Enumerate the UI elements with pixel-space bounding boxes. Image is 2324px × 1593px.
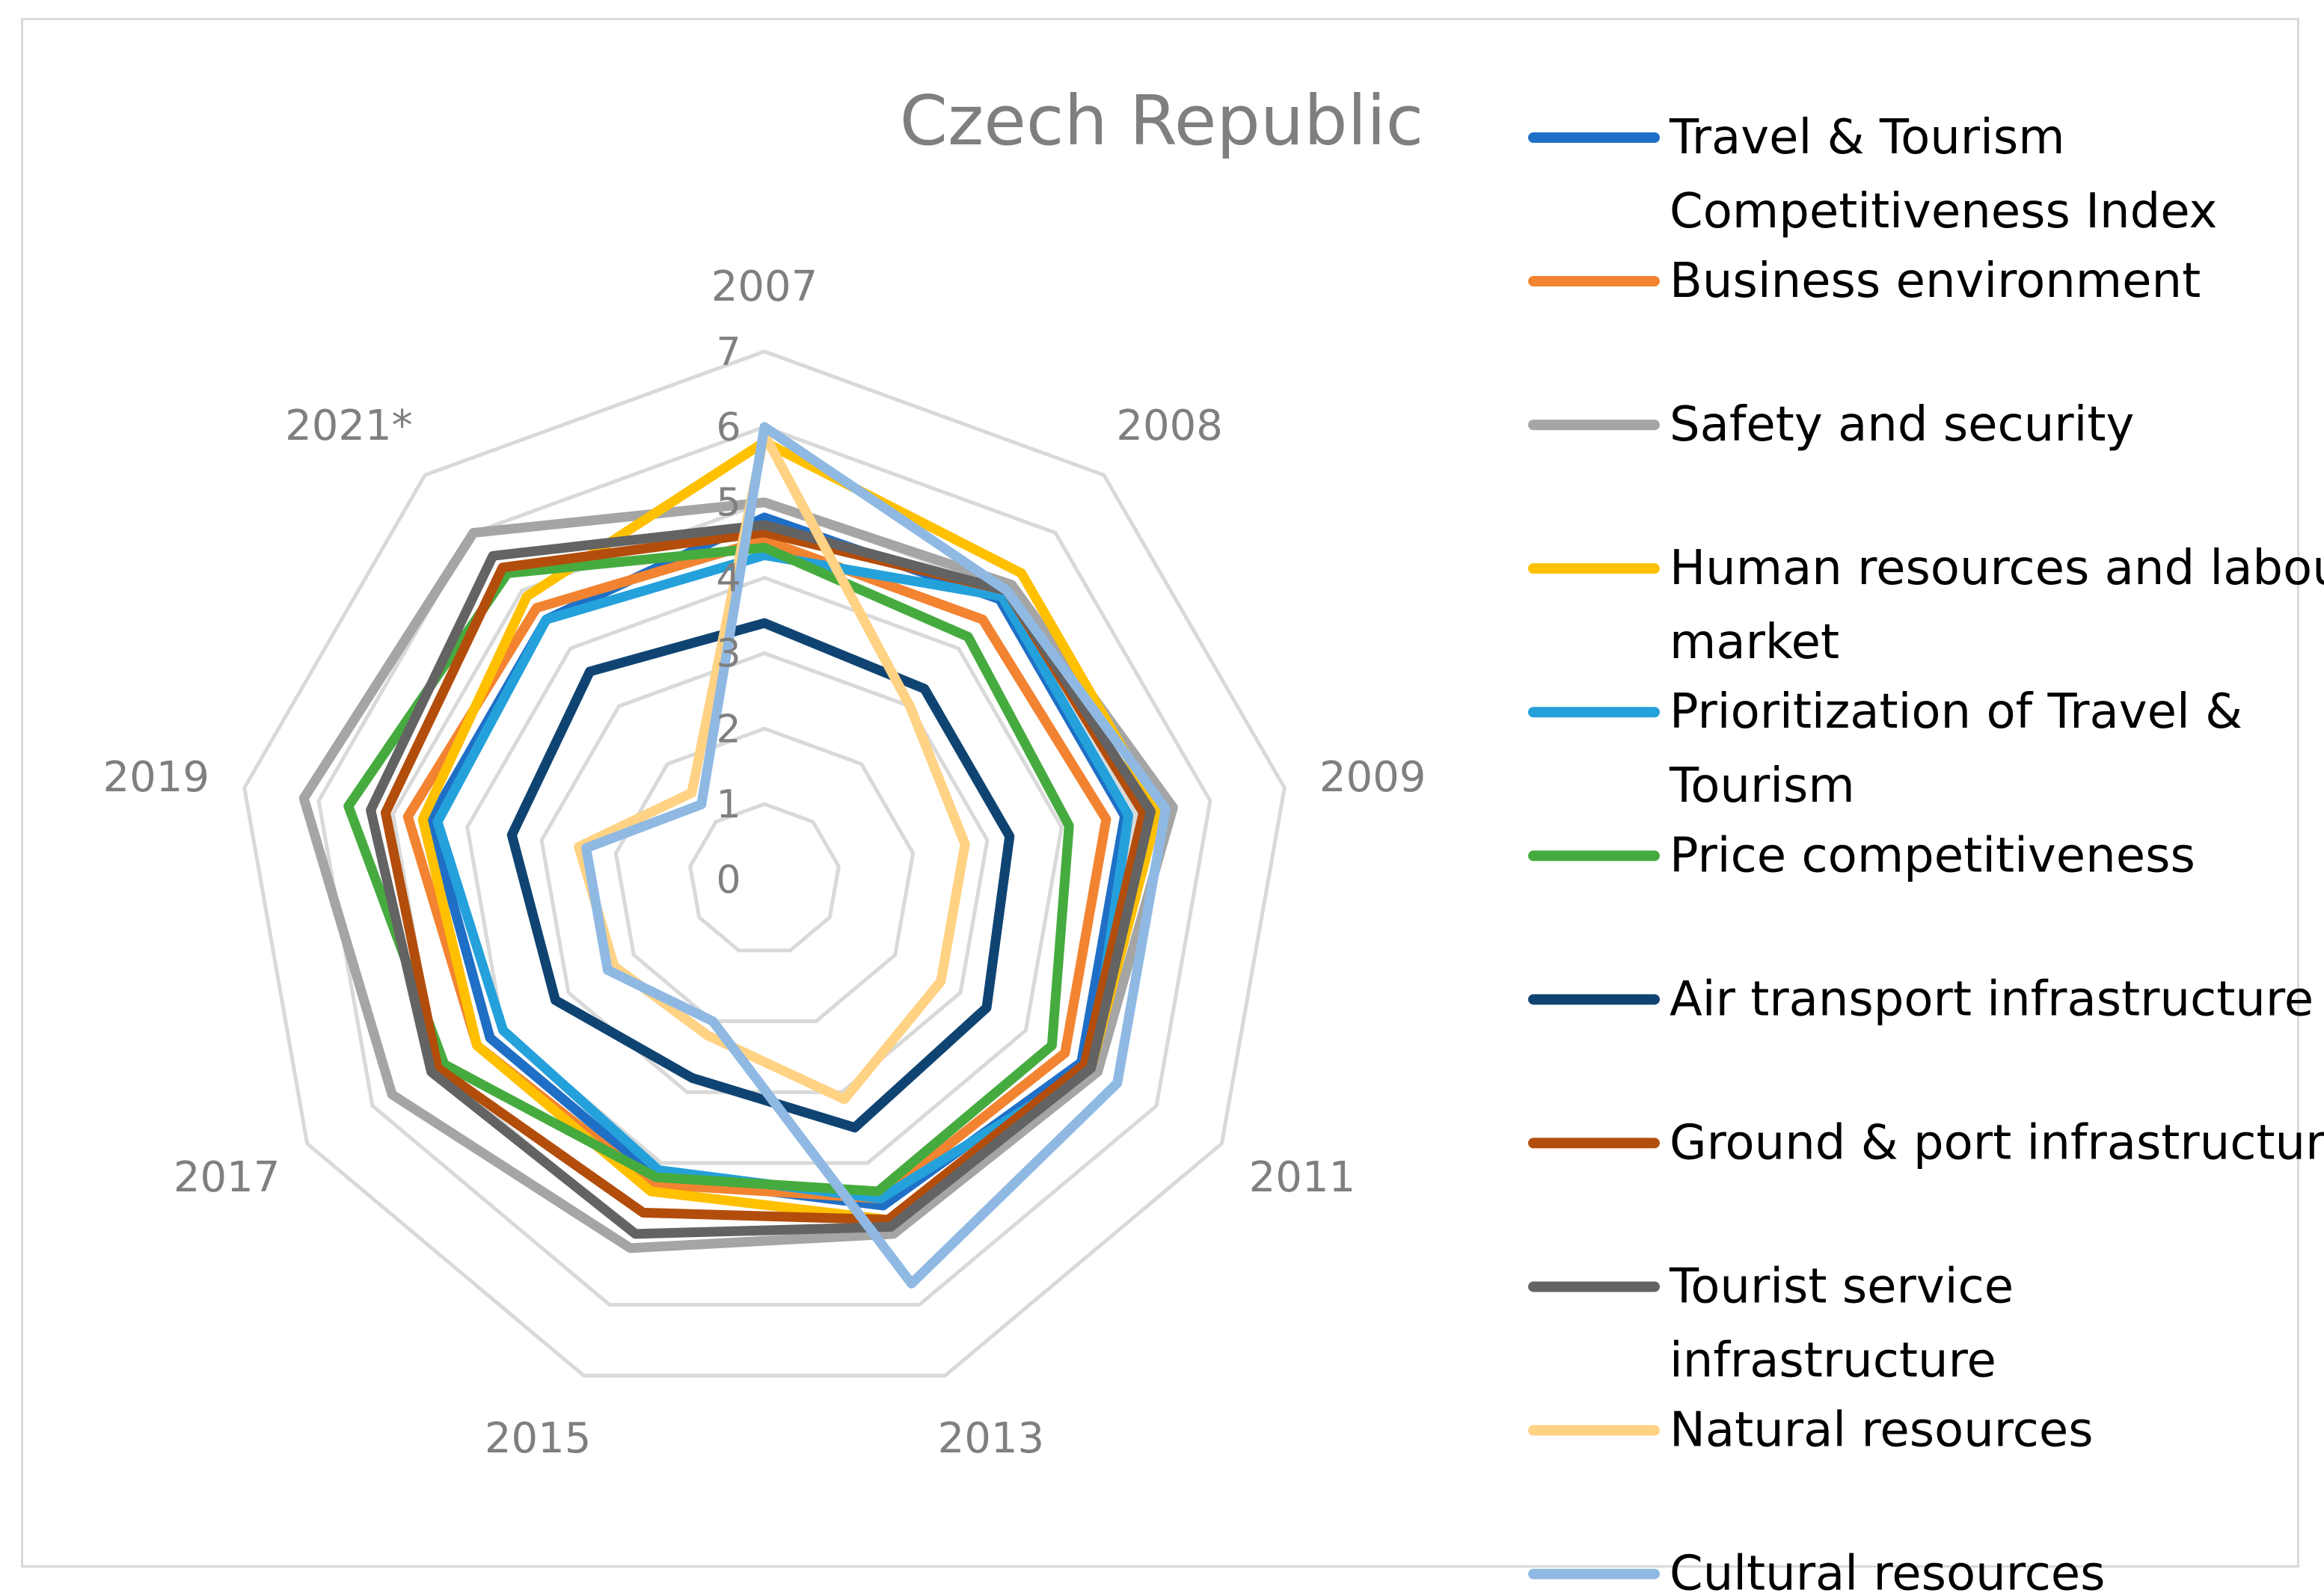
legend-label-6: Air transport infrastructure	[1670, 972, 2314, 1027]
category-label-6: 2017	[174, 1153, 280, 1202]
series-lines	[298, 422, 1178, 1289]
tick-label-4: 4	[716, 556, 741, 601]
series-line-3	[417, 437, 1163, 1225]
category-label-3: 2011	[1249, 1153, 1356, 1202]
series-line-10	[581, 422, 1171, 1289]
series-line-9	[574, 429, 970, 1105]
tick-label-6: 6	[716, 405, 741, 450]
grid-ring-7	[242, 349, 1287, 1378]
grid-ring-2	[613, 726, 916, 1024]
tick-label-5: 5	[716, 481, 741, 526]
category-label-8: 2021*	[285, 402, 413, 450]
legend-label-7: Ground & port infrastructure	[1670, 1115, 2324, 1170]
category-label-7: 2019	[103, 753, 210, 802]
category-label-0: 2007	[711, 263, 818, 311]
legend-label-10: Cultural resources	[1670, 1547, 2106, 1593]
legend-label-3: Human resources and labour market	[1670, 541, 2324, 670]
tick-label-7: 7	[716, 330, 741, 375]
grid-ring-1	[688, 802, 841, 953]
legend-label-8: Tourist service infrastructure	[1669, 1259, 2014, 1388]
legend-label-1: Business environment	[1670, 254, 2201, 309]
series-line-8	[366, 520, 1156, 1239]
legend-label-2: Safety and security	[1670, 397, 2134, 452]
category-label-2: 2009	[1319, 753, 1426, 802]
tick-label-3: 3	[716, 631, 741, 676]
grid-ring-4	[465, 575, 1064, 1165]
legend-label-0: Travel & Tourism Competitiveness Index	[1669, 110, 2217, 239]
tick-label-1: 1	[716, 782, 741, 827]
category-label-5: 2015	[485, 1414, 592, 1463]
legend-label-4: Prioritization of Travel & Tourism	[1669, 684, 2242, 814]
grid-ring-6	[316, 425, 1212, 1307]
radial-tick-labels: 0 1 2 3 4 5 6 7	[716, 330, 741, 903]
chart-title: Czech Republic	[900, 81, 1423, 161]
category-label-1: 2008	[1116, 402, 1223, 450]
tick-label-2: 2	[716, 707, 741, 752]
legend-label-9: Natural resources	[1670, 1403, 2094, 1458]
legend: Travel & Tourism Competitiveness Index Bus…	[1528, 110, 2324, 1593]
tick-label-0: 0	[716, 858, 741, 903]
legend-label-5: Price competitiveness	[1670, 828, 2195, 883]
category-label-4: 2013	[938, 1414, 1045, 1463]
